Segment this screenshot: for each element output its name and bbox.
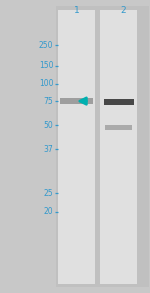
Bar <box>103 99 134 105</box>
Text: 100: 100 <box>39 79 53 88</box>
Text: 250: 250 <box>39 41 53 50</box>
Bar <box>105 125 132 130</box>
Text: 2: 2 <box>120 6 126 15</box>
Text: 37: 37 <box>44 145 53 154</box>
Bar <box>60 98 93 104</box>
Text: 150: 150 <box>39 62 53 70</box>
Bar <box>100 10 136 284</box>
Bar <box>58 10 94 284</box>
Text: 20: 20 <box>44 207 53 216</box>
Text: 50: 50 <box>44 121 53 130</box>
Text: 1: 1 <box>74 6 79 15</box>
Text: 75: 75 <box>44 97 53 105</box>
Text: 25: 25 <box>44 189 53 198</box>
Bar <box>56 6 148 287</box>
